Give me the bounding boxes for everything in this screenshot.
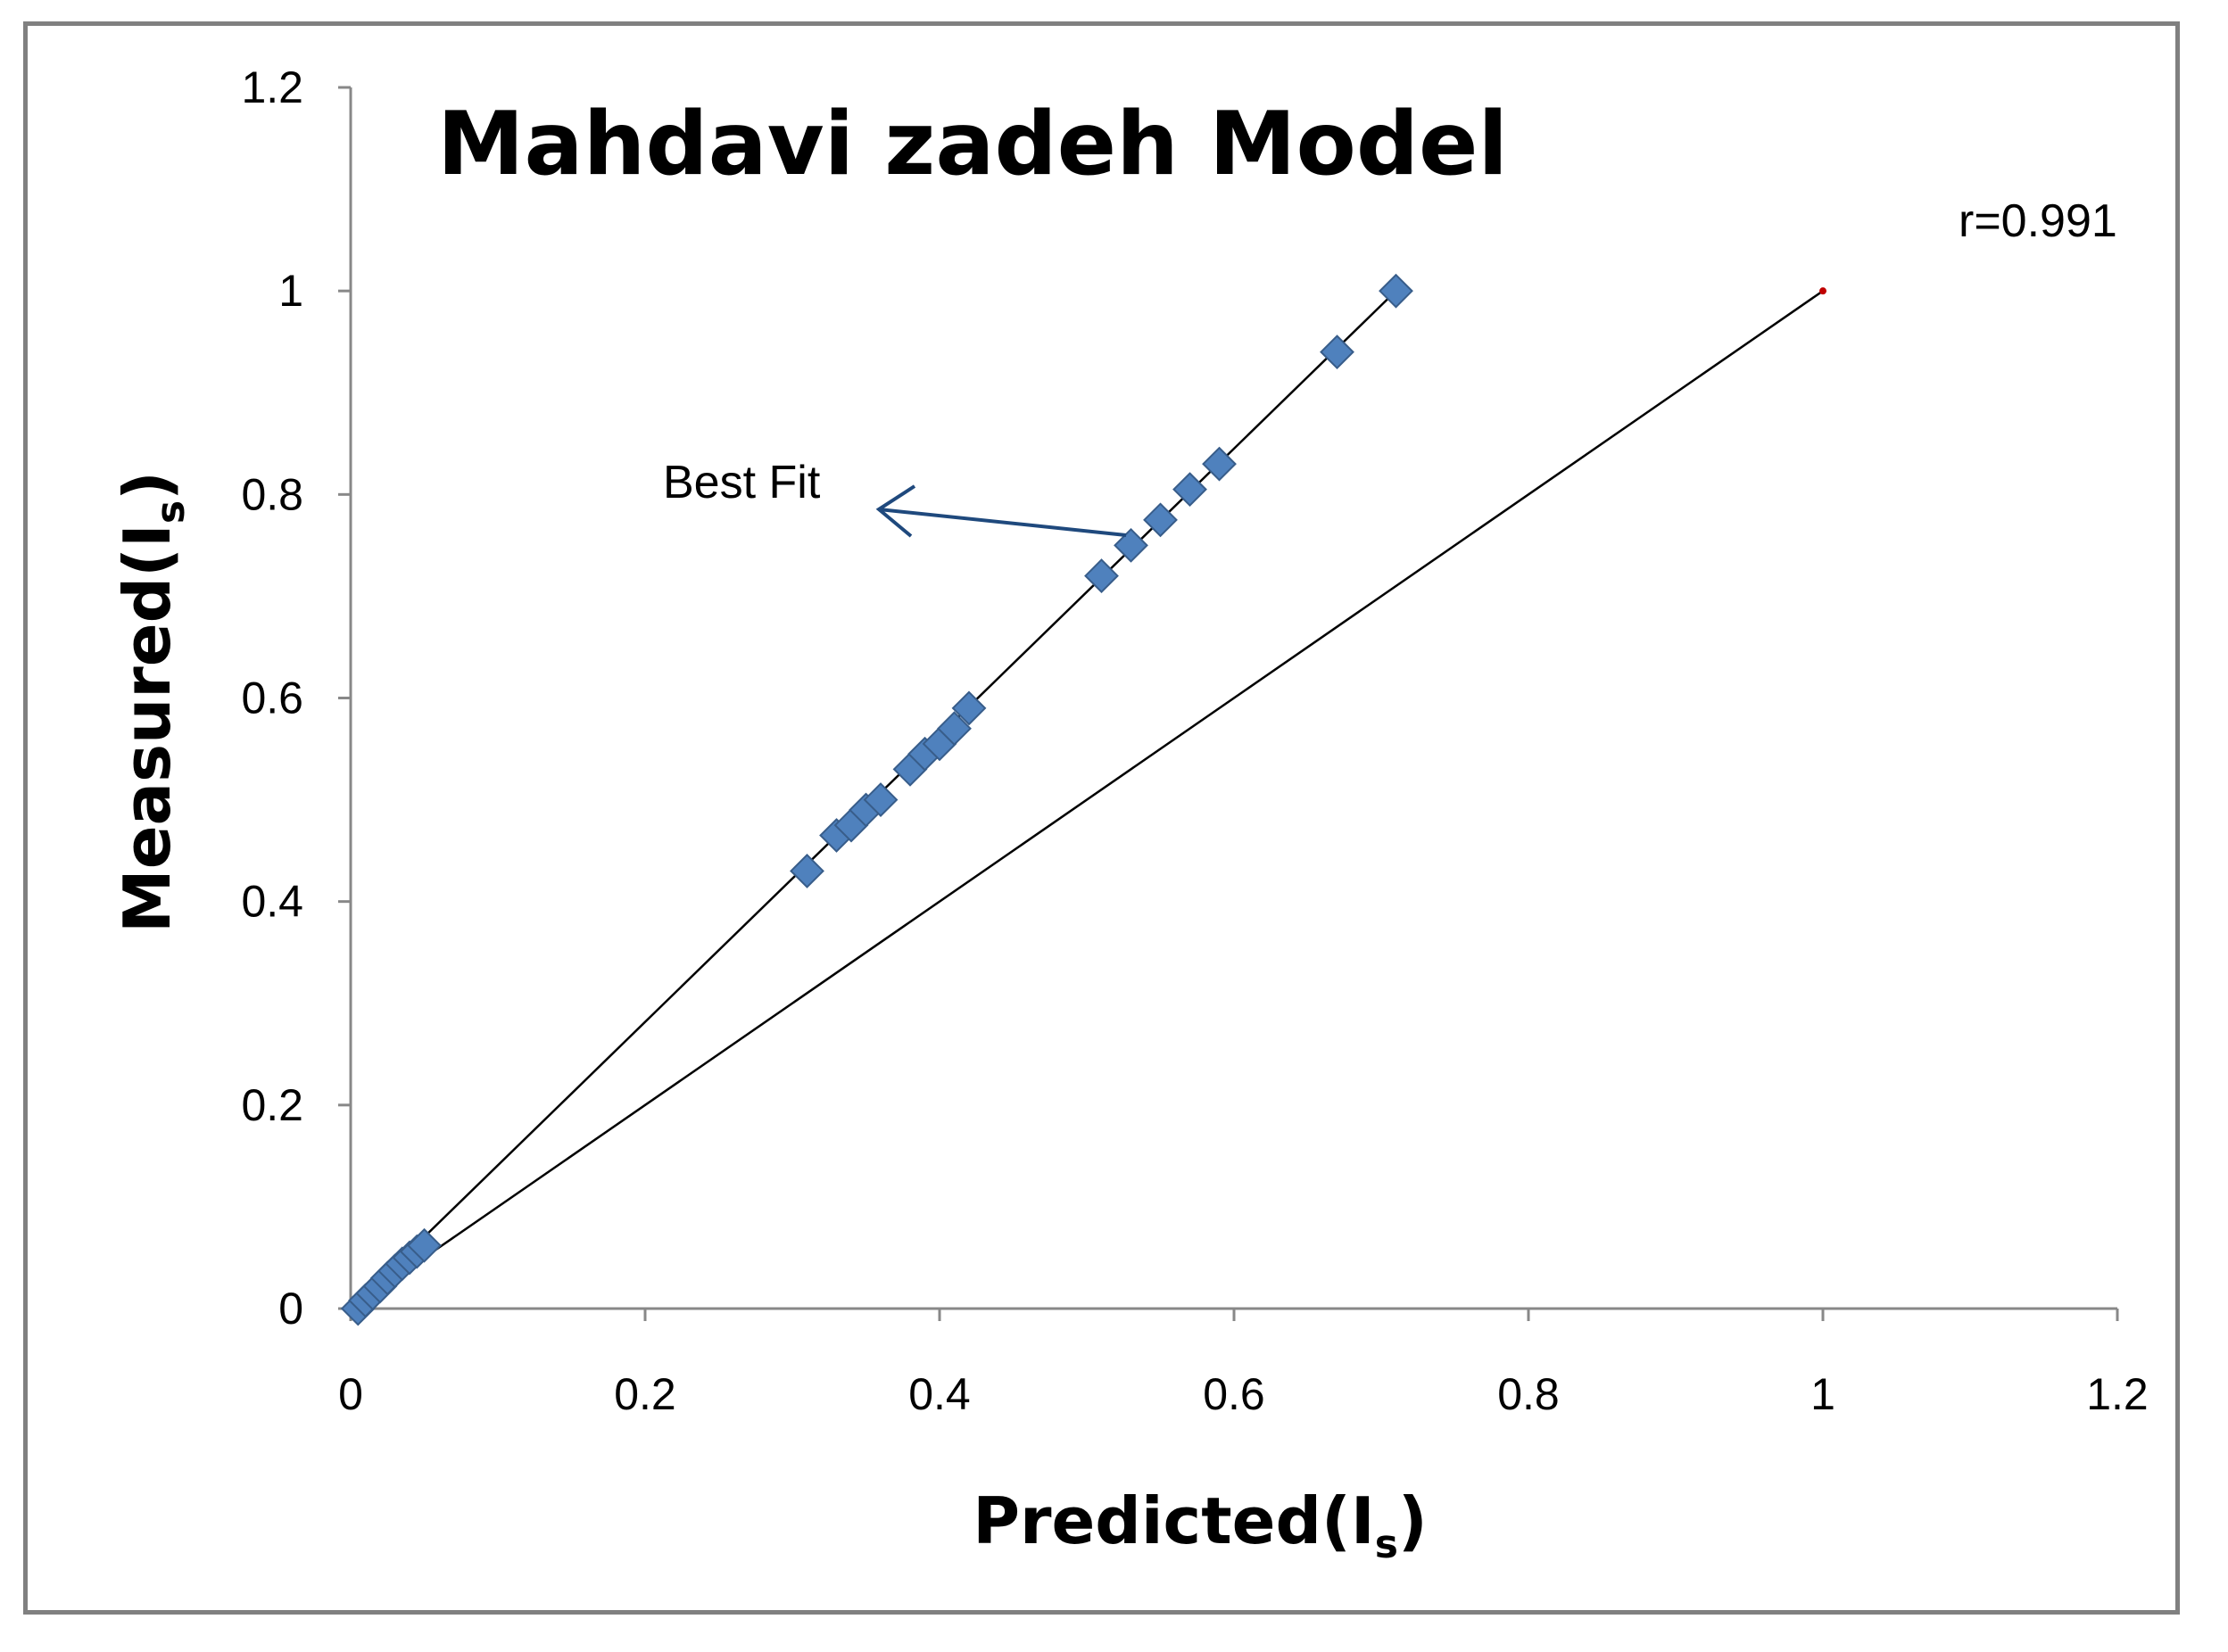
data-point: [407, 1227, 442, 1263]
x-tick-label: 1: [1810, 1369, 1835, 1419]
r-value-label: r=0.991: [1959, 195, 2117, 247]
y-tick-label: 0.8: [241, 469, 303, 519]
chart-frame: [23, 21, 2180, 1615]
axes: 0 0.2 0.4 0.6 0.8 1 1.2 0 0.2 0.4 0.6 0.8 1 1.2: [241, 62, 2148, 1419]
x-axis-title: Predicted(Is): [973, 1483, 1428, 1567]
y-tick-label: 0: [278, 1284, 303, 1334]
data-point: [790, 854, 824, 888]
y-tick-label: 0.4: [241, 877, 303, 927]
reference-line-end-dot: [1819, 287, 1826, 295]
best-fit-label: Best Fit: [663, 457, 821, 508]
data-point: [1172, 472, 1207, 508]
x-tick-label: 0: [338, 1369, 363, 1419]
x-axis-title-text: Predicted(I: [973, 1483, 1375, 1558]
data-point: [951, 690, 987, 726]
data-point: [1202, 446, 1237, 482]
data-point: [1379, 273, 1413, 309]
reference-line: [350, 290, 1824, 1310]
markers: [340, 273, 1413, 1326]
data-point: [1114, 527, 1148, 563]
chart-title: Mahdavi zadeh Model: [437, 94, 1508, 195]
x-tick-label: 0.4: [908, 1369, 971, 1419]
x-tick-label: 0.6: [1203, 1369, 1265, 1419]
y-tick-label: 1: [278, 266, 303, 316]
plot-lines: [347, 287, 1826, 1312]
x-tick-label: 1.2: [2086, 1369, 2149, 1419]
x-tick-label: 0.2: [614, 1369, 676, 1419]
data-point: [1143, 502, 1178, 538]
y-tick-label: 0.2: [241, 1080, 303, 1130]
y-axis-title-close: ): [110, 471, 185, 500]
y-axis-title-text: Measured(I: [110, 524, 185, 933]
y-tick-label: 0.6: [241, 673, 303, 723]
arrow-shaft: [878, 508, 1127, 537]
data-point: [1084, 558, 1119, 594]
y-axis-title-subscript: s: [148, 500, 194, 524]
x-axis-title-subscript: s: [1375, 1522, 1398, 1567]
best-fit-arrow: [875, 484, 1127, 538]
y-axis-title: Measured(Is): [110, 471, 194, 933]
data-point: [937, 711, 972, 747]
x-axis-title-close: ): [1398, 1483, 1428, 1558]
arrow-head: [875, 484, 916, 538]
y-tick-label: 1.2: [241, 62, 303, 112]
svg-text:Measured(Is): Measured(Is): [110, 471, 194, 933]
data-point: [1320, 335, 1354, 370]
data-point: [863, 782, 899, 817]
x-tick-label: 0.8: [1497, 1369, 1560, 1419]
